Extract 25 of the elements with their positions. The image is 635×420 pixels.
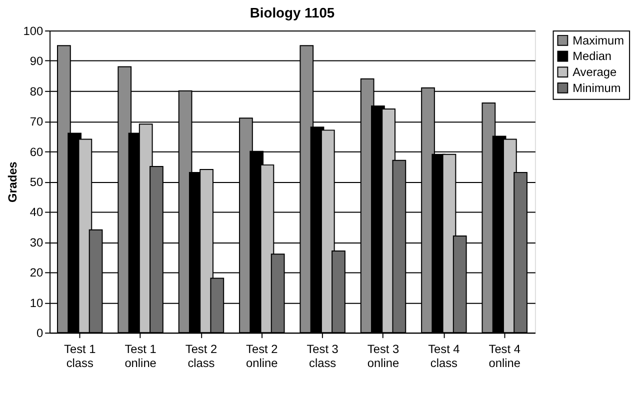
- x-tick-label: Test 1 online: [124, 342, 157, 370]
- legend-label: Maximum: [572, 33, 624, 48]
- y-tick-label: 90: [30, 54, 44, 68]
- legend-label: Average: [572, 65, 617, 80]
- y-tick-label: 40: [30, 205, 44, 220]
- y-tick-label: 50: [30, 175, 44, 190]
- y-tick-label: 100: [23, 24, 44, 38]
- x-tick-label: Test 4 online: [488, 342, 521, 370]
- y-tick-label: 70: [30, 114, 44, 129]
- y-tick-label: 60: [30, 144, 44, 159]
- x-tick-label: Test 1 class: [64, 342, 96, 370]
- x-tick-label: Test 3 class: [306, 342, 339, 370]
- legend-label: Median: [572, 49, 612, 64]
- y-tick-label: 20: [30, 266, 44, 280]
- legend-label: Minimum: [572, 80, 621, 95]
- y-tick-label: 0: [36, 326, 44, 340]
- y-tick-label: 10: [30, 296, 44, 310]
- x-tick-label: Test 2 class: [185, 342, 218, 370]
- chart-title: Biology 1105: [250, 4, 335, 21]
- x-tick-label: Test 2 online: [246, 342, 278, 370]
- x-tick-label: Test 4 class: [428, 342, 460, 370]
- x-tick-label: Test 3 online: [367, 342, 400, 370]
- y-tick-label: 80: [30, 84, 44, 98]
- y-tick-label: 30: [30, 235, 44, 250]
- y-axis-title: Grades: [5, 161, 20, 203]
